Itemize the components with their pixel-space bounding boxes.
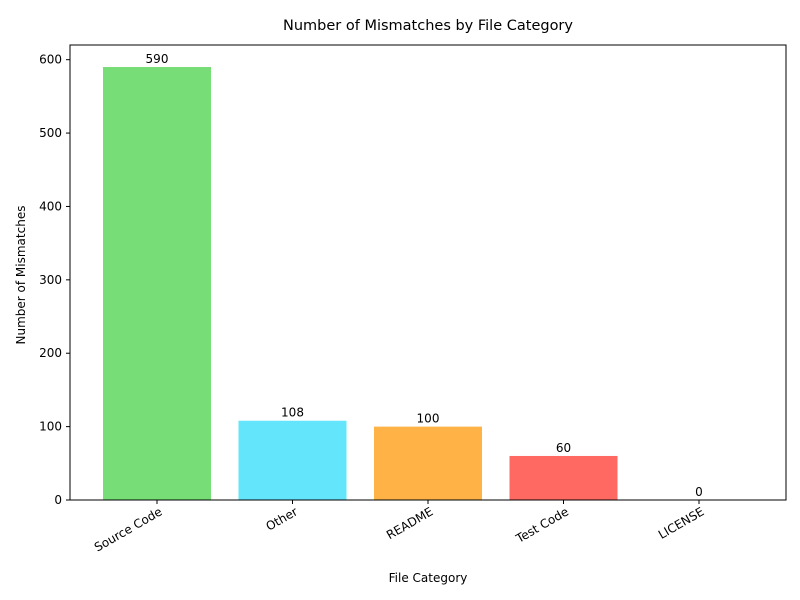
plot-area-frame bbox=[69, 44, 787, 501]
y-tick-label: 400 bbox=[39, 199, 62, 213]
y-tick-label: 0 bbox=[54, 493, 62, 507]
y-tick-label: 100 bbox=[39, 420, 62, 434]
y-tick-label: 200 bbox=[39, 346, 62, 360]
bar bbox=[103, 67, 211, 501]
bar bbox=[238, 420, 347, 500]
y-tick-label: 600 bbox=[39, 53, 62, 67]
bar-value-label: 60 bbox=[556, 441, 571, 455]
bar bbox=[374, 426, 482, 500]
bar-value-label: 0 bbox=[695, 485, 703, 499]
bar-value-label: 108 bbox=[281, 406, 304, 420]
y-axis-label: Number of Mismatches bbox=[14, 206, 28, 345]
bar bbox=[509, 455, 618, 500]
data-labels-group: 590 108 100 60 0 bbox=[146, 52, 703, 499]
bars-group bbox=[103, 67, 618, 501]
bar-value-label: 590 bbox=[146, 52, 169, 66]
x-axis-label: File Category bbox=[389, 571, 468, 585]
y-tick-label: 500 bbox=[39, 126, 62, 140]
chart-title: Number of Mismatches by File Category bbox=[283, 18, 573, 34]
y-tick-label: 300 bbox=[39, 273, 62, 287]
y-axis: 0 100 200 300 400 500 600 bbox=[39, 53, 70, 507]
bar-value-label: 100 bbox=[417, 412, 440, 426]
